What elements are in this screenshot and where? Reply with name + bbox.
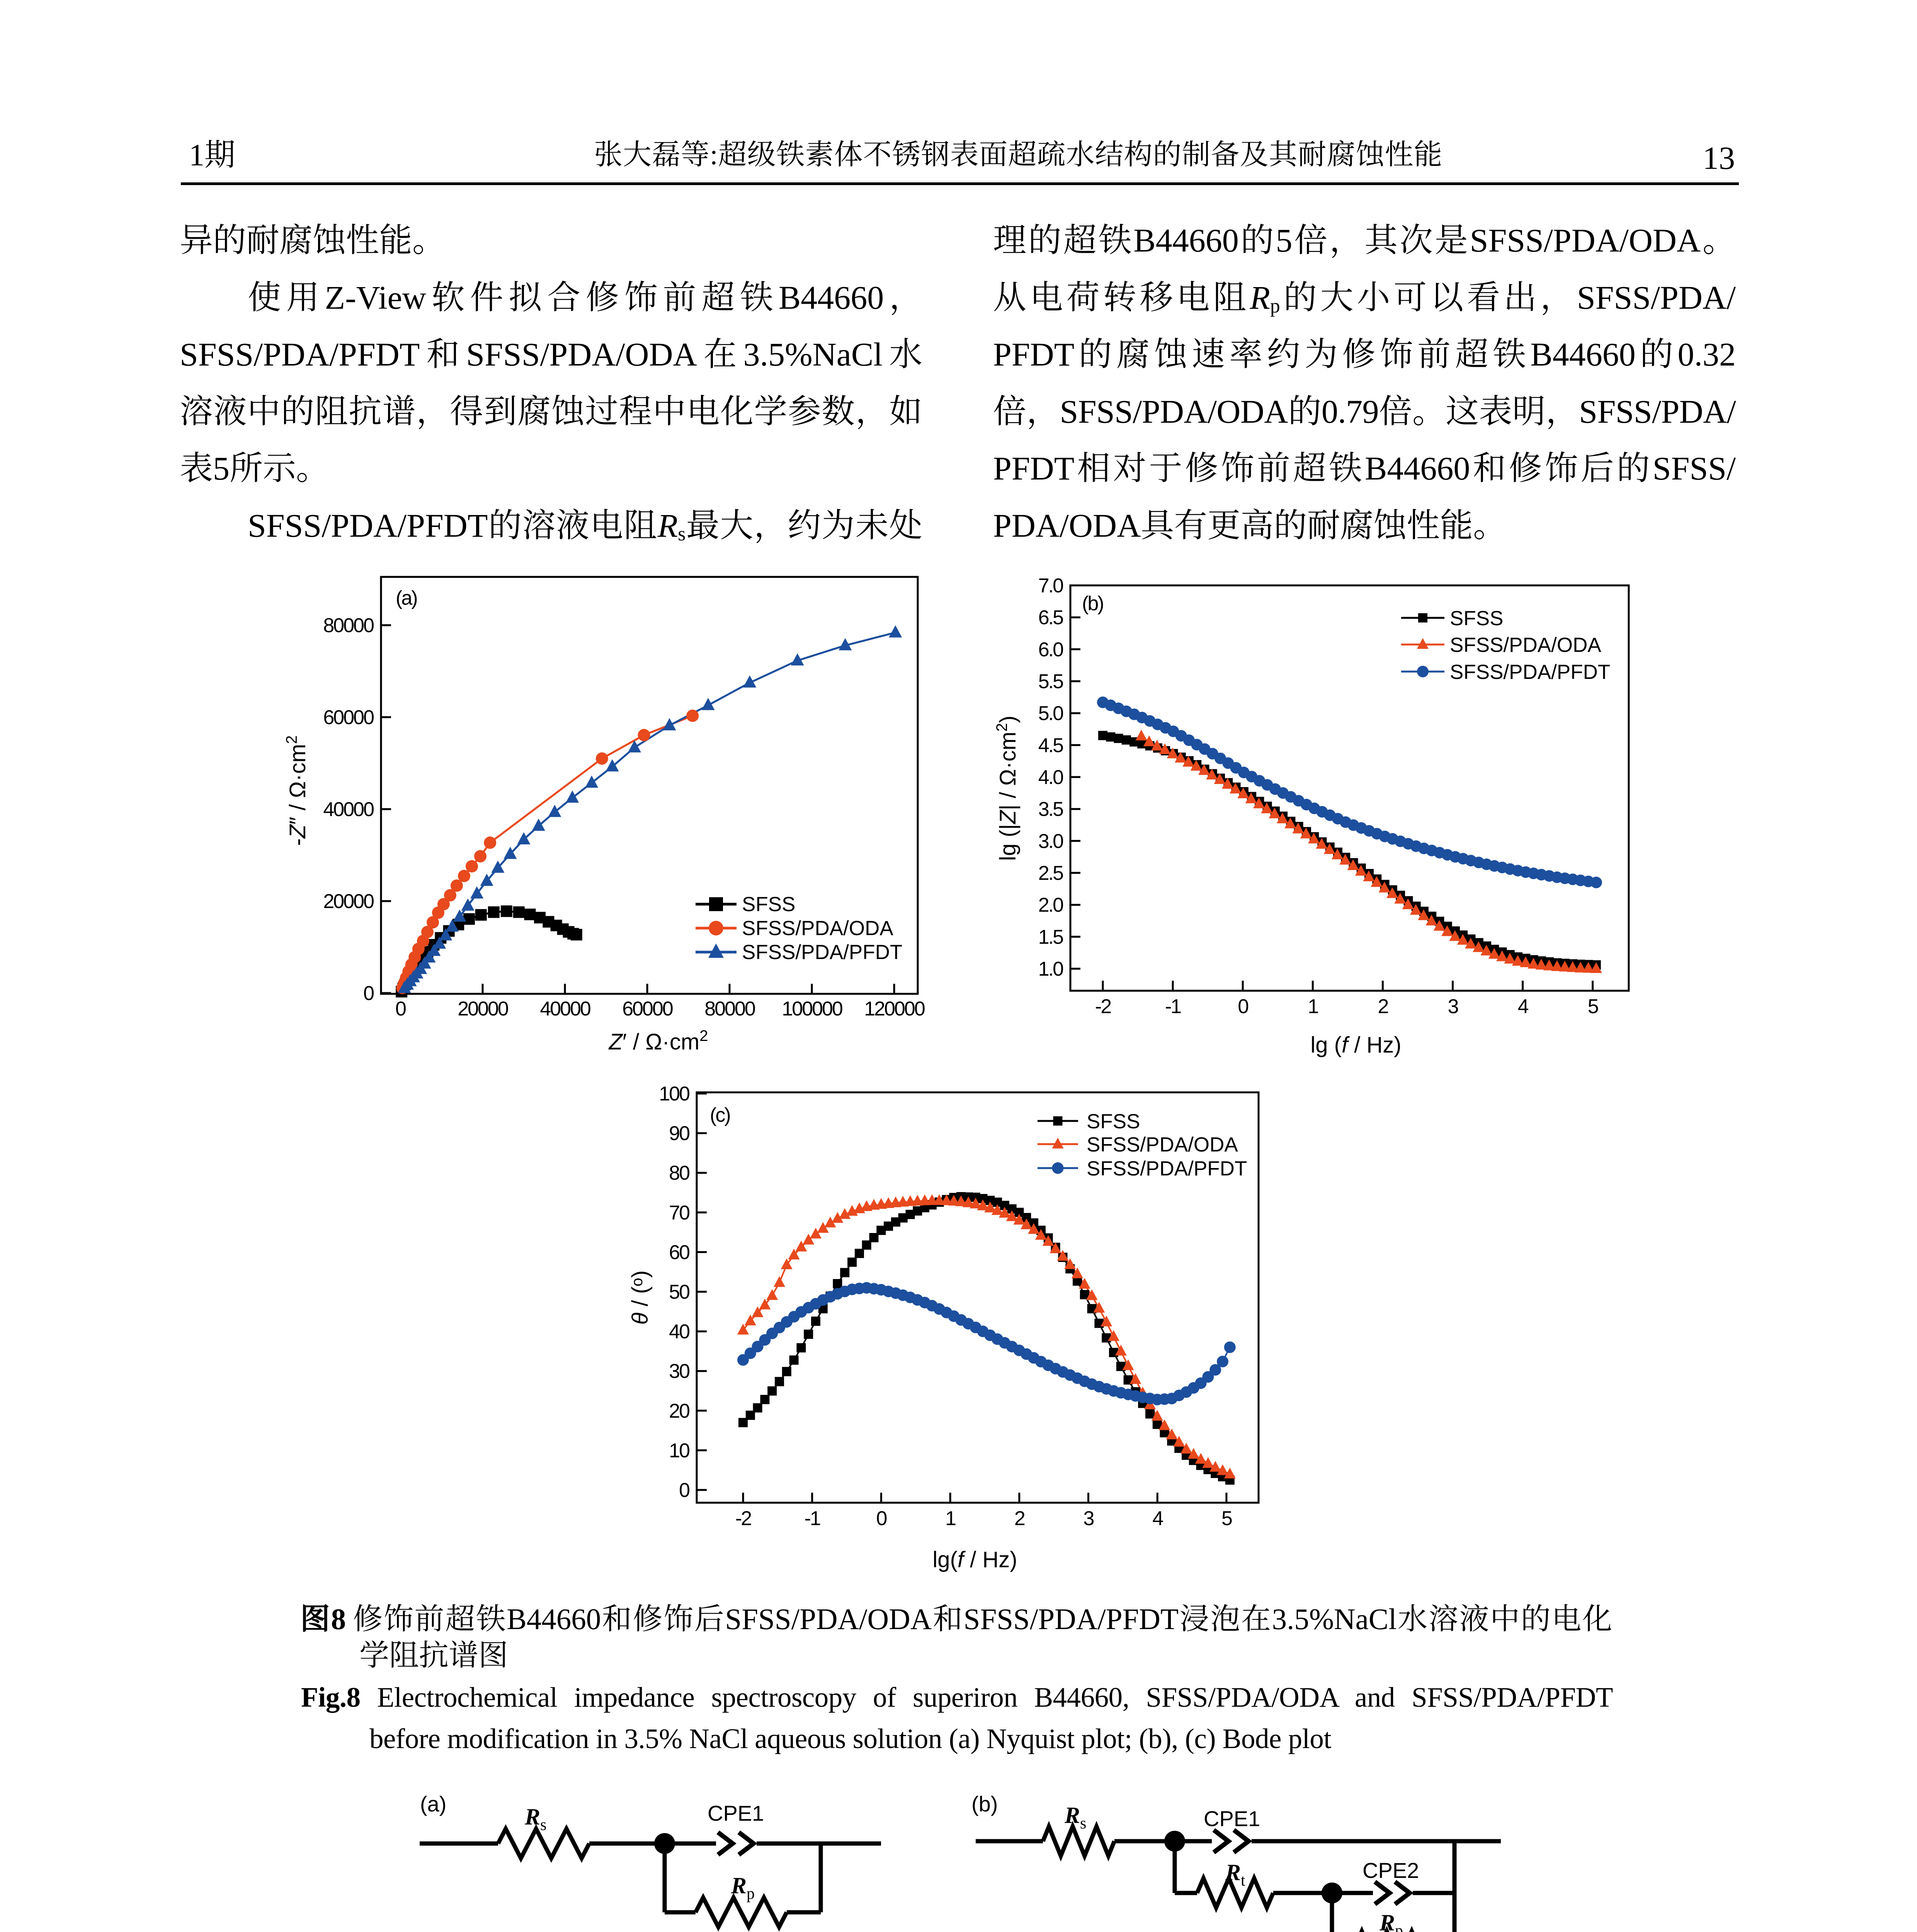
svg-text:3: 3 xyxy=(1448,995,1458,1018)
svg-text:20000: 20000 xyxy=(323,890,374,913)
svg-text:2: 2 xyxy=(1014,1507,1025,1530)
svg-text:CPE1: CPE1 xyxy=(1204,1806,1260,1831)
svg-text:100: 100 xyxy=(659,1083,689,1105)
svg-text:40000: 40000 xyxy=(323,798,374,821)
svg-text:1: 1 xyxy=(1308,995,1318,1018)
svg-text:100000: 100000 xyxy=(782,998,842,1020)
svg-text:1.5: 1.5 xyxy=(1038,926,1063,948)
svg-text:(b): (b) xyxy=(1082,592,1103,615)
svg-text:SFSS/PDA/PFDT: SFSS/PDA/PFDT xyxy=(742,941,902,964)
svg-text:4: 4 xyxy=(1518,995,1529,1018)
svg-text:2.0: 2.0 xyxy=(1038,894,1063,917)
svg-text:lg (f / Hz): lg (f / Hz) xyxy=(1310,1032,1401,1058)
svg-text:1: 1 xyxy=(945,1507,956,1530)
svg-text:4.0: 4.0 xyxy=(1038,766,1063,789)
svg-text:Rs: Rs xyxy=(1064,1803,1086,1832)
svg-text:1.0: 1.0 xyxy=(1038,958,1063,980)
svg-text:0: 0 xyxy=(679,1479,689,1502)
svg-text:θ / (o): θ / (o) xyxy=(628,1270,653,1325)
svg-text:5: 5 xyxy=(1221,1507,1232,1530)
svg-text:5.0: 5.0 xyxy=(1038,702,1063,725)
svg-text:80: 80 xyxy=(669,1162,689,1184)
svg-text:4.5: 4.5 xyxy=(1038,734,1063,757)
svg-text:0: 0 xyxy=(1238,995,1248,1018)
svg-text:CPE2: CPE2 xyxy=(1362,1858,1419,1883)
svg-text:Rs: Rs xyxy=(524,1804,546,1834)
svg-text:SFSS/PDA/ODA: SFSS/PDA/ODA xyxy=(1450,634,1601,656)
svg-text:-1: -1 xyxy=(1165,995,1181,1018)
svg-text:6.0: 6.0 xyxy=(1038,638,1063,661)
svg-text:0: 0 xyxy=(395,998,406,1020)
svg-text:80000: 80000 xyxy=(704,998,755,1020)
svg-text:3.5: 3.5 xyxy=(1038,798,1063,821)
svg-text:SFSS/PDA/PFDT: SFSS/PDA/PFDT xyxy=(1087,1157,1247,1180)
svg-text:-2: -2 xyxy=(1095,995,1111,1018)
svg-text:3.0: 3.0 xyxy=(1038,830,1063,852)
svg-text:SFSS/PDA/ODA: SFSS/PDA/ODA xyxy=(742,917,893,940)
svg-text:2: 2 xyxy=(1378,995,1388,1018)
svg-text:7.0: 7.0 xyxy=(1038,575,1063,597)
svg-text:SFSS/PDA/ODA: SFSS/PDA/ODA xyxy=(1087,1133,1238,1156)
svg-text:10: 10 xyxy=(669,1439,689,1462)
svg-text:40: 40 xyxy=(669,1321,689,1343)
svg-text:SFSS: SFSS xyxy=(742,893,795,916)
svg-text:60000: 60000 xyxy=(622,998,673,1020)
svg-text:2.5: 2.5 xyxy=(1038,862,1063,884)
svg-text:5: 5 xyxy=(1588,995,1598,1018)
svg-text:SFSS/PDA/PFDT: SFSS/PDA/PFDT xyxy=(1450,661,1610,684)
svg-text:SFSS: SFSS xyxy=(1450,607,1503,630)
svg-text:Rt: Rt xyxy=(1225,1860,1245,1889)
svg-text:20000: 20000 xyxy=(458,998,508,1020)
svg-text:3: 3 xyxy=(1084,1507,1094,1530)
svg-text:0: 0 xyxy=(876,1507,886,1530)
svg-text:-1: -1 xyxy=(805,1507,820,1530)
svg-text:(a): (a) xyxy=(420,1792,446,1816)
svg-text:CPE1: CPE1 xyxy=(708,1801,764,1825)
svg-text:(b): (b) xyxy=(971,1792,998,1816)
svg-text:SFSS: SFSS xyxy=(1087,1110,1140,1133)
svg-text:0: 0 xyxy=(363,982,374,1005)
svg-text:lg (|Z| / Ω·cm2): lg (|Z| / Ω·cm2) xyxy=(993,716,1021,861)
svg-text:5.5: 5.5 xyxy=(1038,670,1063,693)
svg-text:30: 30 xyxy=(669,1360,689,1383)
svg-text:Rp: Rp xyxy=(731,1873,755,1903)
svg-text:(a): (a) xyxy=(396,587,417,609)
svg-text:80000: 80000 xyxy=(323,614,374,637)
svg-text:4: 4 xyxy=(1152,1507,1163,1530)
svg-text:Rp: Rp xyxy=(1379,1910,1403,1932)
svg-text:70: 70 xyxy=(669,1202,689,1224)
svg-text:-2: -2 xyxy=(735,1507,751,1530)
svg-text:6.5: 6.5 xyxy=(1038,607,1063,629)
svg-text:40000: 40000 xyxy=(540,998,590,1020)
svg-text:120000: 120000 xyxy=(864,998,925,1020)
svg-text:lg(f / Hz): lg(f / Hz) xyxy=(932,1547,1017,1572)
svg-text:90: 90 xyxy=(669,1122,689,1145)
svg-text:Z′ / Ω·cm2: Z′ / Ω·cm2 xyxy=(608,1027,708,1054)
svg-text:20: 20 xyxy=(669,1400,689,1422)
svg-text:-Z″ / Ω·cm2: -Z″ / Ω·cm2 xyxy=(283,735,310,846)
svg-text:60000: 60000 xyxy=(323,706,374,729)
svg-text:50: 50 xyxy=(669,1281,689,1303)
svg-text:60: 60 xyxy=(669,1241,689,1264)
svg-text:(c): (c) xyxy=(710,1104,730,1126)
